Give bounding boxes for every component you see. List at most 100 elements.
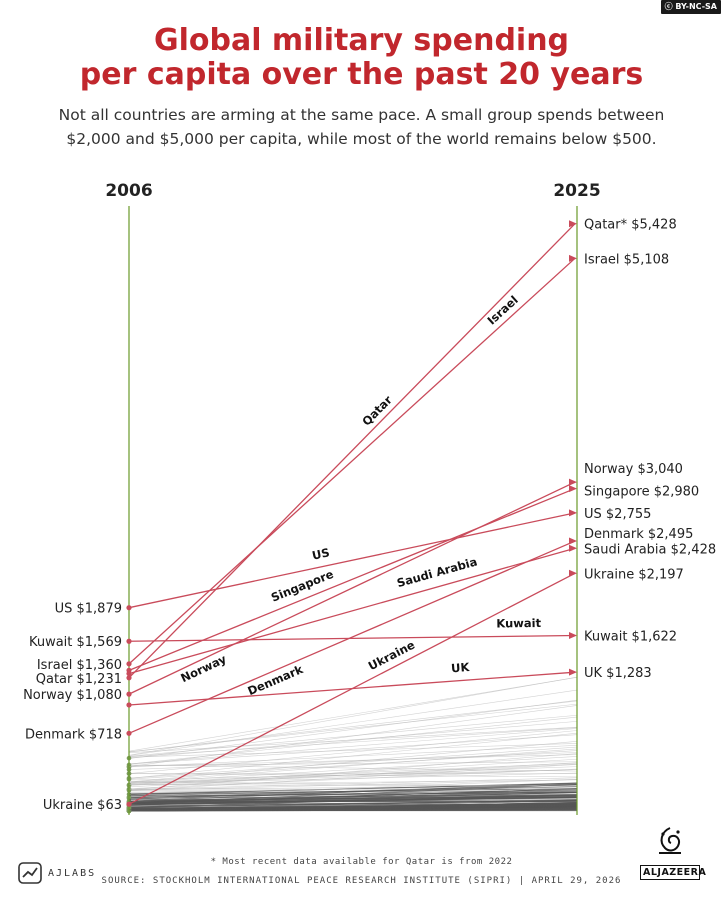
end-label-qatar: Qatar* $5,428 — [584, 218, 677, 233]
end-arrow-kuwait — [569, 631, 577, 639]
start-point-denmark — [126, 730, 132, 736]
aljazeera-logo: ALJAZEERA — [640, 826, 706, 880]
context-line — [128, 750, 578, 780]
highlight-lines — [126, 220, 577, 807]
context-line — [128, 768, 578, 789]
x-label-end: 2025 — [553, 181, 600, 201]
context-line — [128, 743, 578, 758]
context-line — [128, 730, 578, 774]
end-label-kuwait: Kuwait $1,622 — [584, 629, 677, 644]
end-arrow-israel — [569, 254, 577, 262]
start-point-us — [126, 605, 132, 611]
context-line — [128, 762, 578, 788]
end-label-saudi-arabia: Saudi Arabia $2,428 — [584, 542, 716, 557]
start-point-ukraine — [126, 801, 132, 807]
end-arrow-uk — [569, 668, 577, 676]
context-line — [128, 716, 578, 765]
series-line-qatar — [128, 223, 576, 679]
x-label-start: 2006 — [105, 181, 152, 201]
context-line — [128, 784, 578, 787]
end-arrow-ukraine — [569, 569, 577, 577]
context-line — [128, 700, 578, 753]
ajlabs-icon — [18, 862, 42, 884]
context-line — [128, 795, 578, 802]
context-line — [128, 728, 578, 765]
ajlabs-text: AJLABS — [48, 867, 97, 879]
start-point-kuwait — [126, 638, 132, 644]
start-label-qatar: Qatar $1,231 — [36, 672, 122, 687]
context-line — [128, 779, 578, 786]
end-arrow-qatar — [569, 220, 577, 228]
aljazeera-text: ALJAZEERA — [640, 865, 706, 880]
start-label-kuwait: Kuwait $1,569 — [29, 635, 122, 650]
series-line-israel — [128, 257, 576, 665]
end-label-israel: Israel $5,108 — [584, 252, 669, 267]
start-point-uk — [126, 702, 132, 708]
end-arrow-norway — [569, 478, 577, 486]
series-line-denmark — [128, 540, 576, 734]
end-label-singapore: Singapore $2,980 — [584, 485, 699, 500]
context-line — [128, 744, 578, 768]
context-line — [128, 764, 578, 791]
aljazeera-emblem-icon — [659, 827, 681, 854]
page-title: Global military spending per capita over… — [79, 23, 644, 92]
context-line — [128, 753, 578, 790]
context-line — [128, 762, 578, 784]
end-label-us: US $2,755 — [584, 507, 651, 522]
end-label-denmark: Denmark $2,495 — [584, 527, 693, 542]
series-line-uk — [128, 671, 576, 706]
footnote: * Most recent data available for Qatar i… — [210, 857, 513, 867]
start-label-us: US $1,879 — [55, 602, 122, 617]
context-line — [128, 800, 578, 810]
context-line — [128, 805, 578, 812]
context-line — [128, 699, 578, 759]
end-arrow-denmark — [569, 537, 577, 545]
context-line — [128, 748, 578, 783]
end-label-uk: UK $1,283 — [584, 666, 652, 681]
context-line — [128, 689, 578, 756]
context-line — [128, 756, 578, 783]
context-line — [128, 714, 578, 757]
context-line — [128, 808, 578, 812]
series-line-saudi-arabia — [128, 547, 576, 675]
context-line — [128, 781, 578, 787]
context-line — [128, 792, 578, 802]
series-line-norway — [128, 481, 576, 695]
ajlabs-logo: AJLABS — [18, 862, 96, 884]
start-label-ukraine: Ukraine $63 — [43, 798, 122, 813]
context-line — [128, 746, 578, 779]
line-label-us: US — [311, 545, 331, 562]
end-arrow-saudi-arabia — [569, 544, 577, 552]
context-line — [128, 740, 578, 783]
background-lines — [126, 676, 578, 814]
context-line — [128, 792, 578, 804]
line-label-kuwait: Kuwait — [496, 616, 541, 631]
context-line — [128, 703, 578, 753]
source-note: SOURCE: STOCKHOLM INTERNATIONAL PEACE RE… — [101, 876, 622, 886]
context-line — [128, 786, 578, 797]
license-badge: ⓒ BY-NC-SA — [660, 0, 721, 14]
context-line — [128, 800, 578, 808]
start-point-israel — [126, 661, 132, 667]
line-label-uk: UK — [451, 660, 471, 675]
end-label-norway: Norway $3,040 — [584, 462, 683, 477]
context-line — [128, 769, 578, 784]
line-label-norway: Norway — [178, 652, 228, 686]
context-line — [128, 721, 578, 759]
end-label-ukraine: Ukraine $2,197 — [584, 567, 684, 582]
start-point-norway — [126, 691, 132, 697]
line-label-singapore: Singapore — [269, 567, 336, 605]
context-line — [128, 777, 578, 790]
page-subtitle: Not all countries are arming at the same… — [58, 106, 665, 148]
series-line-kuwait — [128, 634, 576, 642]
context-line — [128, 677, 578, 752]
start-label-israel: Israel $1,360 — [37, 658, 122, 673]
context-line — [128, 732, 578, 779]
context-line — [128, 734, 578, 765]
end-arrow-us — [569, 509, 577, 517]
context-line — [128, 804, 578, 811]
start-label-denmark: Denmark $718 — [25, 727, 122, 742]
end-arrow-singapore — [569, 485, 577, 493]
highlight-labels: Qatar $1,231 Qatar* $5,428 Qatar Israel $1,… — [23, 218, 716, 813]
